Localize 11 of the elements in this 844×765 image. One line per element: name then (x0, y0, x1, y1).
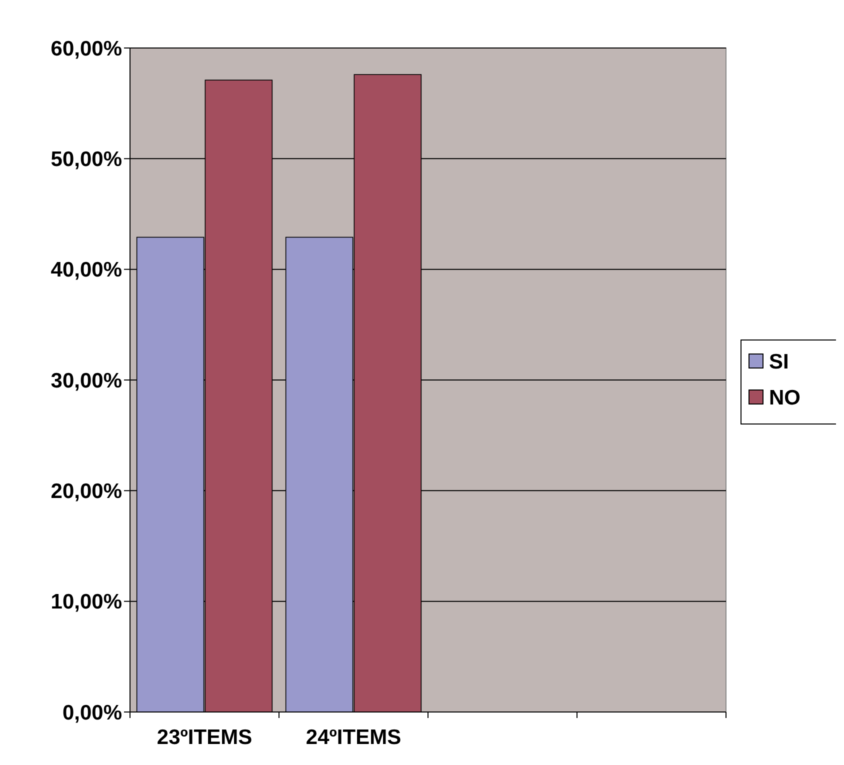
y-tick-label: 20,00% (50, 480, 122, 504)
x-tick-label: 24ºITEMS (306, 726, 402, 749)
x-tick-label: 23ºITEMS (156, 726, 252, 749)
y-tick-label: 50,00% (50, 148, 122, 172)
y-tick-label: 60,00% (50, 37, 122, 60)
y-tick-label: 40,00% (50, 258, 122, 282)
legend-label: SI (769, 350, 789, 374)
y-tick-label: 30,00% (50, 369, 122, 392)
y-tick-label: 10,00% (50, 590, 122, 614)
y-tick-label: 0,00% (62, 701, 122, 724)
legend-label: NO (769, 386, 800, 410)
